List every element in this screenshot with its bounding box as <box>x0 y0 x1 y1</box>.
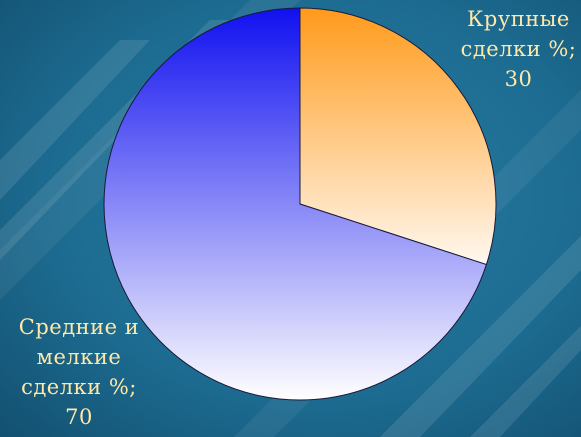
pie-slice-small-medium-deals <box>103 7 488 401</box>
slice-label-small-medium-deals: Средние и мелкие сделки %; 70 <box>18 315 140 429</box>
slice-label-large-deals: Крупные сделки %; 30 <box>460 7 577 91</box>
pie-slice-large-deals <box>299 7 497 266</box>
